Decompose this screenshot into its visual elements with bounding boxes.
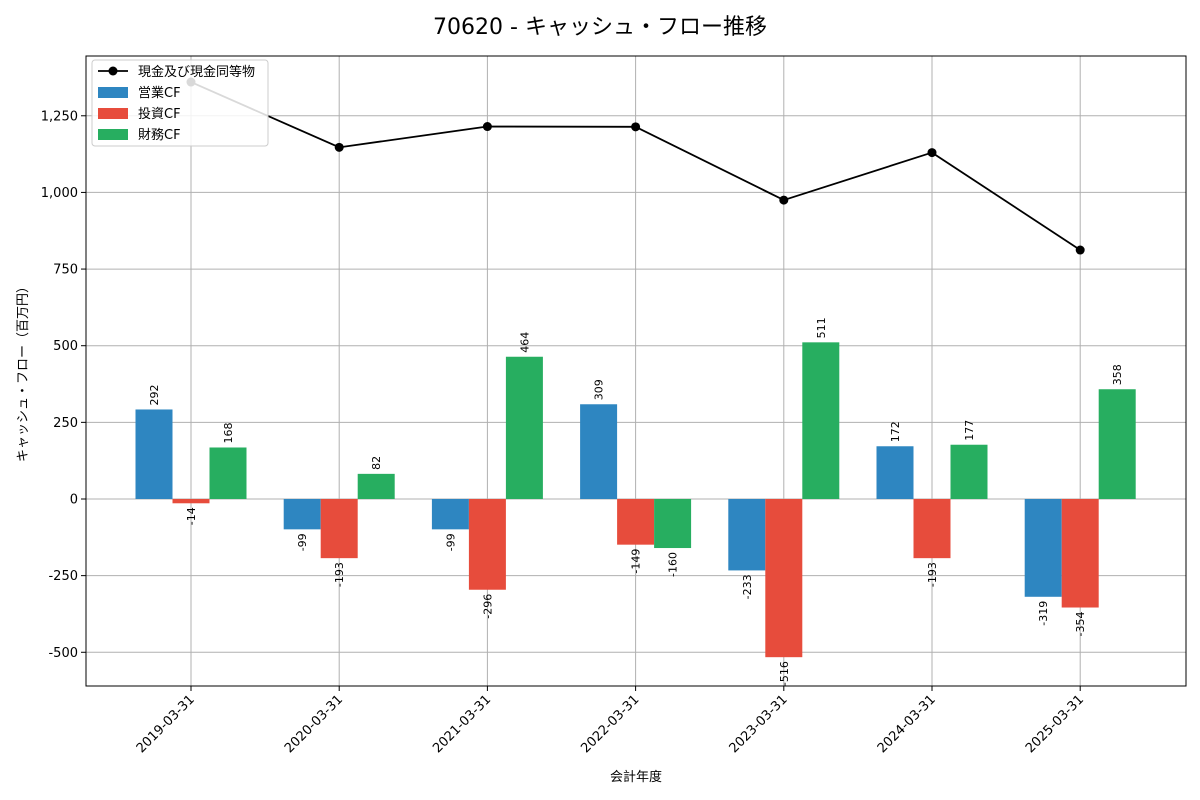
bar — [1024, 498, 1062, 597]
y-tick-label: 500 — [53, 339, 78, 354]
bar-value-label: -193 — [926, 562, 939, 587]
bar-value-label: 292 — [148, 384, 161, 405]
legend-bar-swatch — [98, 87, 128, 98]
legend-label: 財務CF — [138, 128, 181, 143]
grid-layer — [86, 56, 1186, 686]
bar-value-label: -296 — [481, 594, 494, 619]
bar — [1061, 498, 1099, 608]
bar-value-label: -99 — [444, 533, 457, 551]
line-point — [1075, 245, 1085, 255]
x-tick-label: 2020-03-31 — [282, 692, 346, 756]
bar-value-label: -14 — [185, 507, 198, 525]
x-tick-label: 2019-03-31 — [134, 692, 198, 756]
bar — [1098, 389, 1136, 499]
y-tick-label: -250 — [48, 569, 78, 584]
bar — [209, 447, 247, 499]
bar-value-label: 358 — [1111, 364, 1124, 385]
bar — [357, 473, 395, 499]
x-tick-label: 2024-03-31 — [875, 692, 939, 756]
bar — [283, 498, 321, 530]
legend-label: 投資CF — [138, 106, 181, 122]
bar — [728, 498, 766, 571]
bar — [135, 409, 173, 499]
bar-value-label: -99 — [296, 533, 309, 551]
bar — [468, 498, 506, 590]
bar-value-label: 168 — [222, 422, 235, 443]
bar — [505, 356, 543, 499]
x-axis-label: 会計年度 — [610, 769, 662, 785]
bar-value-label: 511 — [815, 317, 828, 338]
bar — [654, 498, 692, 549]
line-point — [927, 148, 937, 158]
y-tick-label: 1,250 — [41, 109, 78, 124]
bar — [320, 498, 358, 559]
x-tick-label: 2021-03-31 — [430, 692, 494, 756]
bars-layer — [135, 342, 1136, 658]
bar-value-label: 464 — [518, 332, 531, 353]
y-tick-label: 750 — [53, 263, 78, 278]
legend-bar-swatch — [98, 108, 128, 119]
x-tick-label: 2025-03-31 — [1023, 692, 1087, 756]
bar-value-label: -354 — [1074, 612, 1087, 637]
bar — [765, 498, 803, 658]
bar-value-label: 177 — [963, 420, 976, 441]
bar — [913, 498, 951, 559]
line-point — [482, 122, 492, 132]
bar-value-label: -516 — [778, 661, 791, 686]
bar-value-label: -149 — [630, 549, 643, 574]
line-point — [779, 195, 789, 205]
legend-marker — [108, 66, 118, 76]
legend-label: 営業CF — [138, 85, 181, 101]
bar-value-label: 172 — [889, 421, 902, 442]
legend-label: 現金及び現金同等物 — [138, 64, 255, 80]
bar-value-label: -319 — [1037, 601, 1050, 626]
bar — [876, 446, 914, 499]
line-point — [631, 122, 641, 132]
line-point — [334, 142, 344, 152]
bar — [431, 498, 469, 530]
y-tick-label: 250 — [53, 416, 78, 431]
bar-value-label: -193 — [333, 562, 346, 587]
chart-title: 70620 - キャッシュ・フロー推移 — [433, 15, 767, 40]
bar — [950, 444, 988, 499]
legend-box — [91, 59, 269, 147]
bar-value-label: -233 — [741, 574, 754, 599]
y-tick-label: -500 — [48, 646, 78, 661]
bar — [580, 404, 618, 499]
y-tick-label: 0 — [70, 492, 78, 507]
y-ticks-layer: -500 -250 0 250 500 750 1,000 1,250 — [41, 109, 86, 661]
x-ticks-layer: 2019-03-31 2020-03-31 2021-03-31 2022-03-31… — [134, 686, 1087, 756]
x-tick-label: 2023-03-31 — [727, 692, 791, 756]
x-tick-label: 2022-03-31 — [578, 692, 642, 756]
bar-value-label: -160 — [667, 552, 680, 577]
y-tick-label: 1,000 — [41, 186, 78, 201]
bar-value-label: 82 — [370, 456, 383, 470]
legend-bar-swatch — [98, 129, 128, 140]
bar — [802, 342, 840, 499]
bar — [617, 498, 655, 545]
value-labels-layer: 292 -99 -99 309 -233 172 -319 -14 -193 -296 -149 -5… — [148, 317, 1124, 686]
bar — [172, 498, 210, 504]
y-axis-label: キャッシュ・フロー（百万円） — [16, 280, 31, 462]
bar-value-label: 309 — [593, 379, 606, 400]
